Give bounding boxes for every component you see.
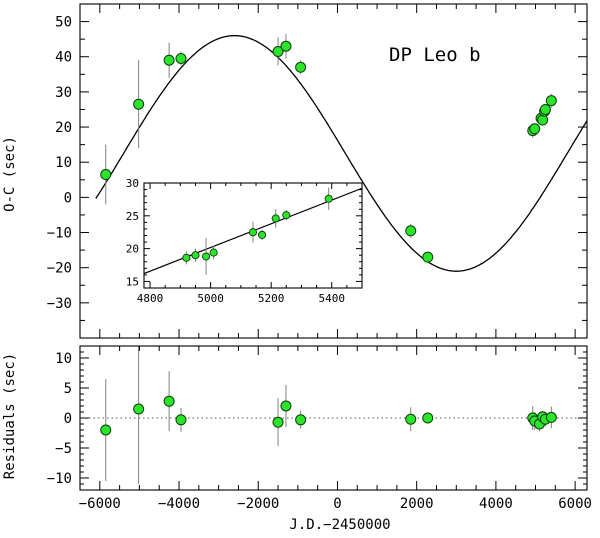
residual-data-point [280, 400, 292, 412]
bottom-x-tick-label: 0 [333, 496, 341, 512]
inset-panel: 15 20 25 30 4800 5000 5200 5400 [126, 177, 363, 305]
top-y-axis-label: O-C (sec) [2, 136, 18, 212]
bottom-y-tick-label: −5 [55, 441, 72, 457]
top-y-tick-label: 30 [55, 85, 72, 101]
top-data-point [405, 225, 417, 237]
top-data-point [529, 123, 541, 135]
bottom-x-tick-label: 6000 [558, 496, 592, 512]
top-data-point [280, 40, 292, 52]
residual-data-point [175, 414, 187, 426]
top-data-point [100, 169, 112, 181]
top-y-tick-label: 50 [55, 15, 72, 31]
inset-y-tick-label: 30 [126, 177, 139, 190]
top-data-point [133, 98, 145, 110]
inset-data-point [182, 253, 191, 262]
residual-data-point [295, 414, 307, 426]
residual-data-point [100, 424, 112, 436]
top-y-tick-label: −20 [47, 261, 72, 277]
top-y-tick-label: 20 [55, 120, 72, 136]
top-y-tick-label: 0 [64, 190, 72, 206]
top-data-point [537, 114, 549, 126]
residual-data-point [133, 403, 145, 415]
residual-data-point [405, 413, 417, 425]
inset-y-tick-label: 20 [126, 243, 139, 256]
bottom-x-tick-label: 4000 [479, 496, 513, 512]
inset-data-point [248, 228, 258, 237]
inset-data-point [191, 251, 200, 260]
inset-data-point [209, 248, 218, 257]
bottom-x-tick-label: −4000 [158, 496, 200, 512]
top-data-point [539, 103, 551, 115]
top-y-tick-label: 40 [55, 50, 72, 66]
top-frame [79, 3, 588, 339]
bottom-panel: −10 −5 0 5 10 −6000 −4000 −2000 0 2000 4000 6000 [47, 345, 592, 512]
inset-data-point [271, 214, 280, 223]
top-data-point [422, 251, 434, 263]
top-data-point [272, 45, 284, 57]
bottom-y-tick-label: −10 [47, 471, 72, 487]
bottom-x-tick-label: −6000 [79, 496, 121, 512]
chart-annotation: DP Leo b [389, 44, 481, 66]
inset-y-tick-label: 15 [126, 275, 139, 288]
bottom-y-tick-label: 5 [64, 381, 72, 397]
top-data-point [175, 52, 187, 64]
inset-x-tick-label: 5000 [197, 292, 224, 305]
x-axis-label: J.D.−2450000 [289, 517, 390, 533]
bottom-y-tick-label: 0 [64, 411, 72, 427]
inset-x-tick-label: 4800 [137, 292, 164, 305]
bottom-x-tick-label: 2000 [400, 496, 434, 512]
inset-data-point [202, 252, 211, 261]
residual-data-point [163, 395, 175, 407]
top-panel: −30 −20 −10 0 10 20 30 40 50 [47, 3, 588, 339]
bottom-y-tick-label: 10 [55, 351, 72, 367]
model-curve [95, 34, 587, 272]
inset-y-tick-label: 25 [126, 210, 139, 223]
top-data-point [545, 95, 557, 107]
top-y-tick-label: 10 [55, 155, 72, 171]
bottom-y-axis-label: Residuals (sec) [2, 353, 18, 479]
residual-data-point [545, 411, 557, 423]
top-y-tick-label: −10 [47, 226, 72, 242]
inset-x-tick-label: 5200 [258, 292, 285, 305]
inset-data-point [282, 211, 291, 220]
top-y-tick-label: −30 [47, 296, 72, 312]
inset-data-point [324, 194, 333, 203]
residual-data-point [422, 412, 434, 424]
top-data-point [295, 61, 307, 73]
bottom-x-tick-label: −2000 [237, 496, 279, 512]
top-data-point [163, 54, 175, 66]
residual-data-point [272, 416, 284, 428]
inset-x-tick-label: 5400 [318, 292, 345, 305]
inset-data-point [258, 230, 267, 239]
